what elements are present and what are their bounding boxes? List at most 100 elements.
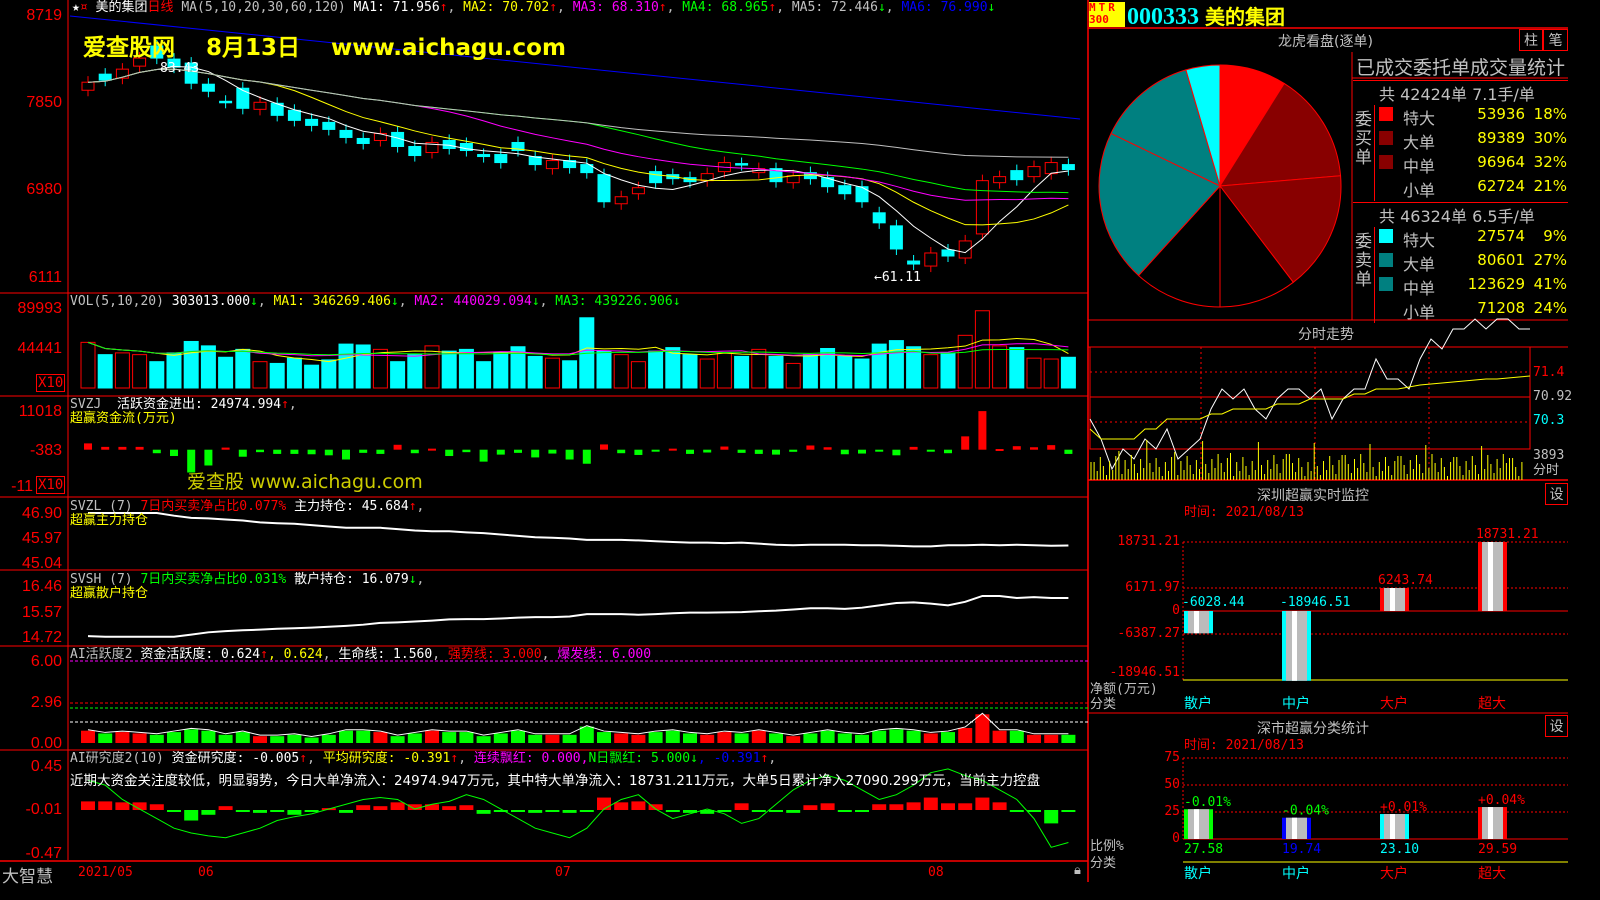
- research-bar: [98, 801, 113, 810]
- activity-bar: [1009, 730, 1024, 743]
- stats-row-pct: 9%: [1543, 227, 1567, 245]
- volume-bar: [1009, 347, 1025, 389]
- axis-tick: 25: [1164, 804, 1180, 819]
- research-bar: [631, 801, 646, 810]
- period-label[interactable]: 日线: [147, 0, 174, 15]
- volume-bar: [802, 354, 818, 389]
- activity-bar: [786, 736, 801, 743]
- date-tick: 06: [198, 865, 214, 880]
- candle: [1010, 170, 1024, 181]
- candle: [597, 174, 611, 203]
- research-bar: [872, 804, 887, 810]
- fund-flow-bar: [204, 449, 213, 466]
- ma-arrow: ↑: [658, 0, 667, 15]
- ma-arrow: ↓: [531, 294, 540, 309]
- volume-bar: [648, 350, 664, 389]
- research-bar: [235, 810, 250, 812]
- volume-bar: [734, 355, 750, 389]
- stats-row-name: 特大: [1403, 231, 1436, 250]
- fund-flow-bar: [307, 449, 316, 455]
- candle: [339, 129, 353, 138]
- stats-row-value: 71208: [1477, 299, 1525, 317]
- monitor-value-label: -6028.44: [1182, 595, 1245, 610]
- sz-class-title: 深市超赢分类统计: [1257, 721, 1369, 737]
- fund-flow-bar: [479, 449, 488, 462]
- class-category: 超大: [1478, 866, 1506, 882]
- fund-flow-bar: [238, 449, 247, 457]
- lock-icon[interactable]: 🔒︎: [1074, 863, 1081, 878]
- monitor-category: 超大: [1478, 696, 1506, 712]
- ai-activity-tick: 0.00: [30, 735, 62, 752]
- volume-bar: [424, 345, 440, 389]
- stats-summary: 共 42424单 7.1手/单: [1379, 85, 1535, 104]
- research-line: [87, 768, 1069, 848]
- research-bar: [751, 810, 766, 812]
- svsh-tick: 14.72: [21, 629, 62, 646]
- sz-class-settings-button[interactable]: 设: [1545, 715, 1568, 737]
- research-bar: [1061, 810, 1076, 812]
- fund-flow-bar: [892, 449, 901, 456]
- axis-tick: 0: [1172, 831, 1180, 846]
- candle: [821, 177, 835, 188]
- volume-bar: [355, 344, 371, 389]
- research-bar: [270, 810, 285, 812]
- candle: [941, 249, 955, 257]
- research-bar: [992, 802, 1007, 810]
- fund-flow-bar: [1030, 447, 1038, 450]
- volume-bar: [630, 361, 646, 389]
- volume-bar: [97, 354, 113, 389]
- volume-bar: [957, 334, 973, 389]
- fund-flow-bar: [428, 448, 436, 451]
- research-bar: [442, 806, 457, 810]
- fund-flow-bar: [1012, 446, 1021, 450]
- fund-flow-bar: [789, 449, 798, 452]
- fund-flow-bar: [737, 449, 746, 453]
- fund-flow-bar: [909, 446, 918, 450]
- volume-bar: [338, 343, 354, 389]
- research-bar: [115, 802, 130, 810]
- pie-slice: [1185, 64, 1221, 187]
- volume-bar: [837, 355, 853, 389]
- fund-flow-bar: [995, 448, 1004, 451]
- activity-bar: [992, 730, 1007, 743]
- fund-flow-bar: [496, 449, 505, 455]
- stats-row-name: 小单: [1403, 181, 1436, 200]
- candle: [580, 164, 594, 174]
- sz-monitor-ylabel: 净额(万元): [1090, 682, 1158, 697]
- class-bar-highlight: [1194, 809, 1199, 839]
- monitor-bar-highlight: [1390, 588, 1395, 611]
- candle: [442, 139, 456, 150]
- research-bar: [545, 810, 560, 812]
- volume-tick: 89993: [17, 300, 63, 317]
- date-tick: 07: [555, 865, 571, 880]
- ma-arrow: ↑: [439, 0, 448, 15]
- sz-monitor-settings-button[interactable]: 设: [1545, 483, 1568, 505]
- candle: [287, 109, 301, 121]
- volume-bar: [200, 345, 216, 389]
- activity-bar: [270, 736, 285, 743]
- star-icon[interactable]: ★: [72, 0, 80, 15]
- activity-bar: [717, 732, 732, 743]
- intraday-label: 71.4: [1533, 365, 1565, 380]
- research-bar: [1009, 810, 1024, 812]
- activity-bar: [184, 729, 199, 743]
- volume-bar: [183, 340, 199, 389]
- sz-class-xlabel: 分类: [1090, 856, 1117, 871]
- tab-bar[interactable]: 柱: [1519, 29, 1543, 51]
- stats-row-pct: 27%: [1533, 251, 1567, 269]
- svzj-tick: -383: [29, 442, 62, 459]
- activity-bar: [459, 732, 474, 743]
- volume-bar: [820, 347, 836, 389]
- fund-flow-bar: [823, 447, 832, 450]
- volume-bar: [114, 352, 130, 389]
- candle: [855, 186, 869, 203]
- pie-slice: [1098, 132, 1221, 277]
- candle: [459, 142, 473, 152]
- volume-bar: [476, 361, 492, 389]
- fund-flow-bar: [651, 449, 660, 452]
- candle: [631, 187, 645, 195]
- high-annotation: 83.43: [160, 61, 200, 76]
- candle: [872, 212, 886, 224]
- tab-tick[interactable]: 笔: [1543, 29, 1568, 51]
